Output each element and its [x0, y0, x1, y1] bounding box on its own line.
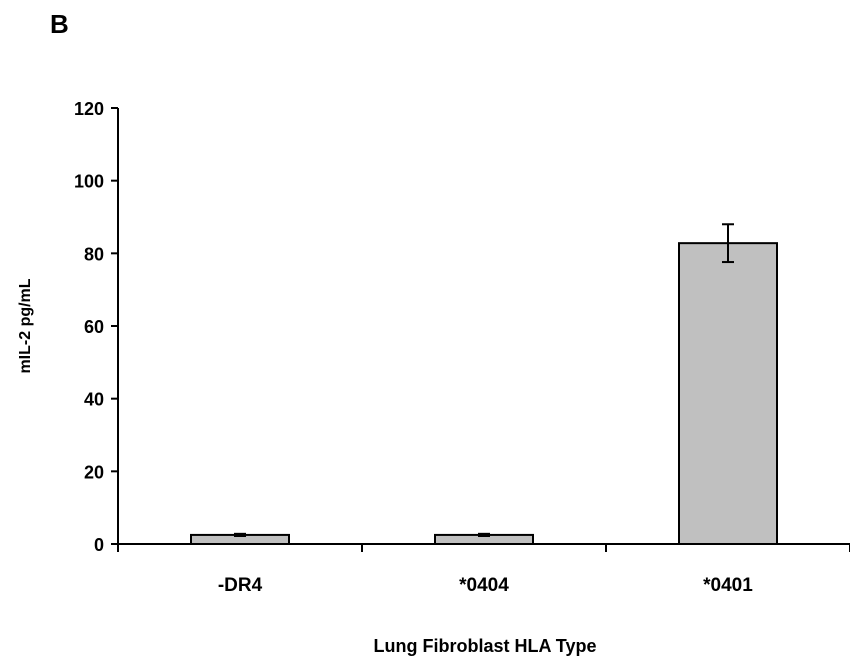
panel-label: B	[50, 9, 69, 39]
x-tick-label: *0401	[703, 575, 753, 596]
x-tick-label: *0404	[459, 575, 509, 596]
x-axis: -DR4 *0404 *0401	[117, 543, 850, 596]
bars	[190, 242, 778, 546]
bar	[678, 242, 778, 545]
error-bars	[234, 223, 734, 538]
y-tick-label: 80	[84, 244, 104, 264]
y-axis-title: mIL-2 pg/mL	[17, 278, 34, 373]
y-tick-label: 40	[84, 390, 104, 410]
y-tick-label: 120	[74, 99, 104, 119]
y-tick-label: 20	[84, 462, 104, 482]
y-tick-label: 0	[94, 535, 104, 555]
y-tick-label: 60	[84, 317, 104, 337]
x-axis-title: Lung Fibroblast HLA Type	[374, 636, 597, 656]
x-tick-label: -DR4	[218, 575, 263, 596]
y-tick-label: 100	[74, 172, 104, 192]
y-axis: 0 20 40 60 80 100 120	[74, 99, 119, 555]
